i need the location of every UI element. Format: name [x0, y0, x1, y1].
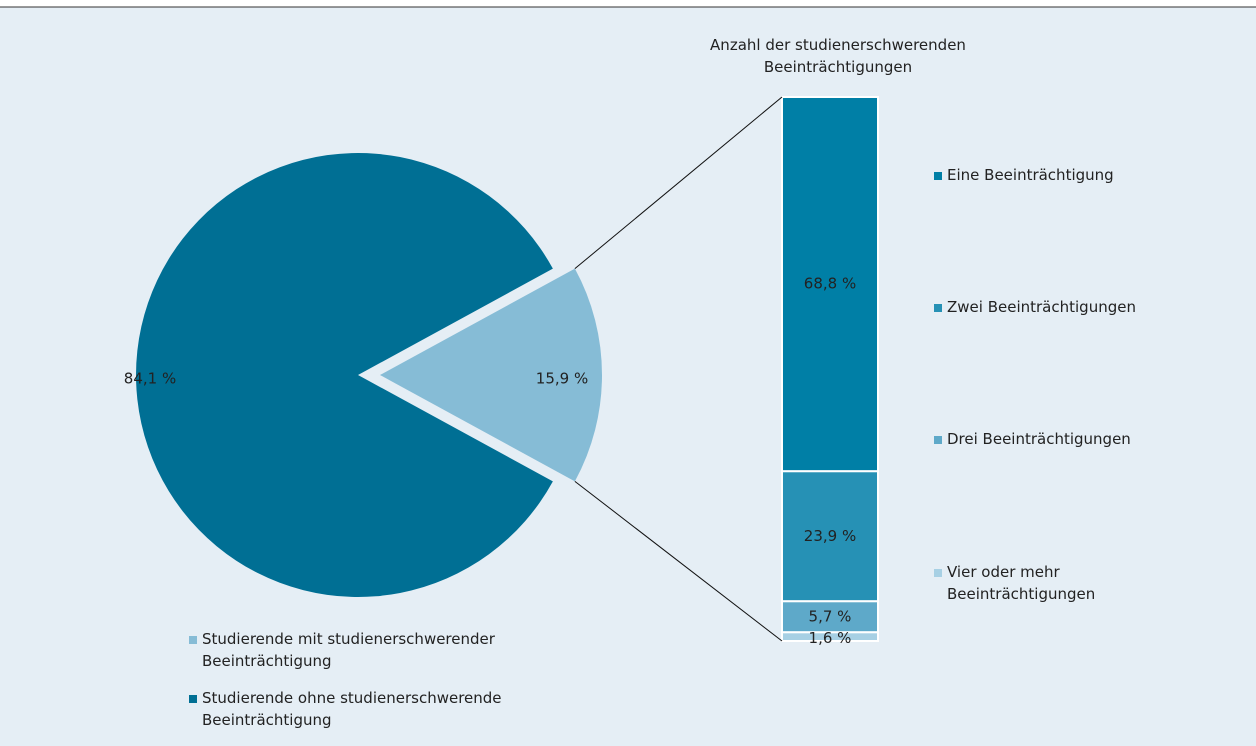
legend-label: Zwei Beeinträchtigungen	[947, 298, 1136, 316]
bar-segment	[781, 600, 879, 634]
bar-segment	[781, 96, 879, 473]
bar-label: 23,9 %	[804, 527, 856, 545]
bar-label: 5,7 %	[809, 607, 852, 625]
connector	[574, 480, 783, 642]
top-band	[0, 0, 1256, 7]
legend-swatch	[934, 436, 942, 444]
legend-label: Studierende ohne studienerschwerende Bee…	[202, 689, 502, 729]
legend-item: Studierende mit studienerschwerender Bee…	[189, 628, 582, 672]
legend-label: Studierende mit studienerschwerender Bee…	[202, 630, 495, 670]
legend-swatch	[189, 695, 197, 703]
bar-segment	[781, 631, 879, 643]
legend-label: Vier oder mehr Beeinträchtigungen	[947, 563, 1096, 603]
legend-swatch	[189, 636, 197, 644]
slice-label: 84,1 %	[124, 370, 176, 388]
bar-label: 1,6 %	[809, 629, 852, 647]
legend-swatch	[934, 569, 942, 577]
connector	[574, 96, 783, 270]
pie-slice	[136, 153, 553, 597]
slice-label: 15,9 %	[536, 370, 588, 388]
legend-label: Eine Beeinträchtigung	[947, 166, 1114, 184]
legend-swatch	[934, 172, 942, 180]
legend-item: Drei Beeinträchtigungen	[934, 428, 1147, 450]
legend-item: Eine Beeinträchtigung	[934, 164, 1147, 186]
legend-swatch	[934, 304, 942, 312]
legend-item: Studierende ohne studienerschwerende Bee…	[189, 687, 582, 731]
bar-title: Anzahl der studienerschwerenden Beeinträ…	[710, 36, 966, 76]
bar-label: 68,8 %	[804, 275, 856, 293]
pie-slice	[380, 268, 602, 482]
legend-item: Vier oder mehr Beeinträchtigungen	[934, 561, 1147, 605]
legend-label: Drei Beeinträchtigungen	[947, 430, 1131, 448]
legend-item: Zwei Beeinträchtigungen	[934, 296, 1147, 318]
